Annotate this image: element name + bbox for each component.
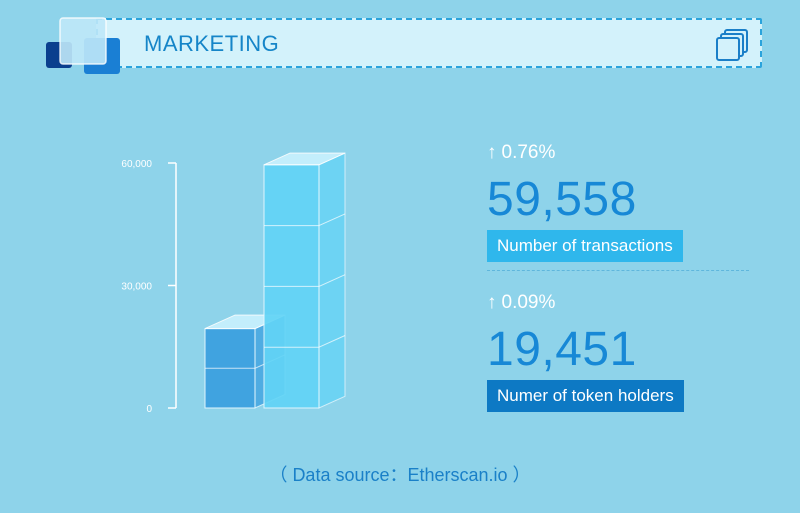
- change-value: 0.09%: [501, 292, 556, 313]
- bars: [204, 152, 346, 409]
- stat-value: 59,558: [487, 173, 637, 226]
- stat-transactions: ↑ 0.76% 59,558 Number of transactions: [487, 142, 683, 262]
- y-tick-label: 30,000: [121, 282, 152, 293]
- arrow-up-icon: ↑: [487, 292, 497, 313]
- y-axis: 0 30,000 60,000: [121, 159, 177, 415]
- stat-value: 19,451: [487, 323, 637, 376]
- y-tick-label: 0: [146, 404, 152, 415]
- stat-label: Numer of token holders: [487, 380, 684, 412]
- change-value: 0.76%: [501, 142, 556, 163]
- data-source: （ Data source：Etherscan.io ）: [269, 465, 531, 485]
- stat-label: Number of transactions: [487, 230, 683, 262]
- page-title: MARKETING: [144, 31, 280, 56]
- bar: [263, 152, 346, 409]
- change-indicator: ↑ 0.76%: [487, 142, 683, 164]
- y-tick-label: 60,000: [121, 159, 152, 170]
- stat-token-holders: ↑ 0.09% 19,451 Numer of token holders: [487, 292, 684, 412]
- change-indicator: ↑ 0.09%: [487, 292, 684, 314]
- divider: [487, 270, 749, 271]
- stacked-squares-logo: [46, 17, 120, 74]
- copy-icon[interactable]: [716, 28, 750, 62]
- header-banner: [96, 18, 762, 68]
- bar-chart: 0 30,000 60,000: [121, 152, 346, 415]
- arrow-up-icon: ↑: [487, 142, 497, 163]
